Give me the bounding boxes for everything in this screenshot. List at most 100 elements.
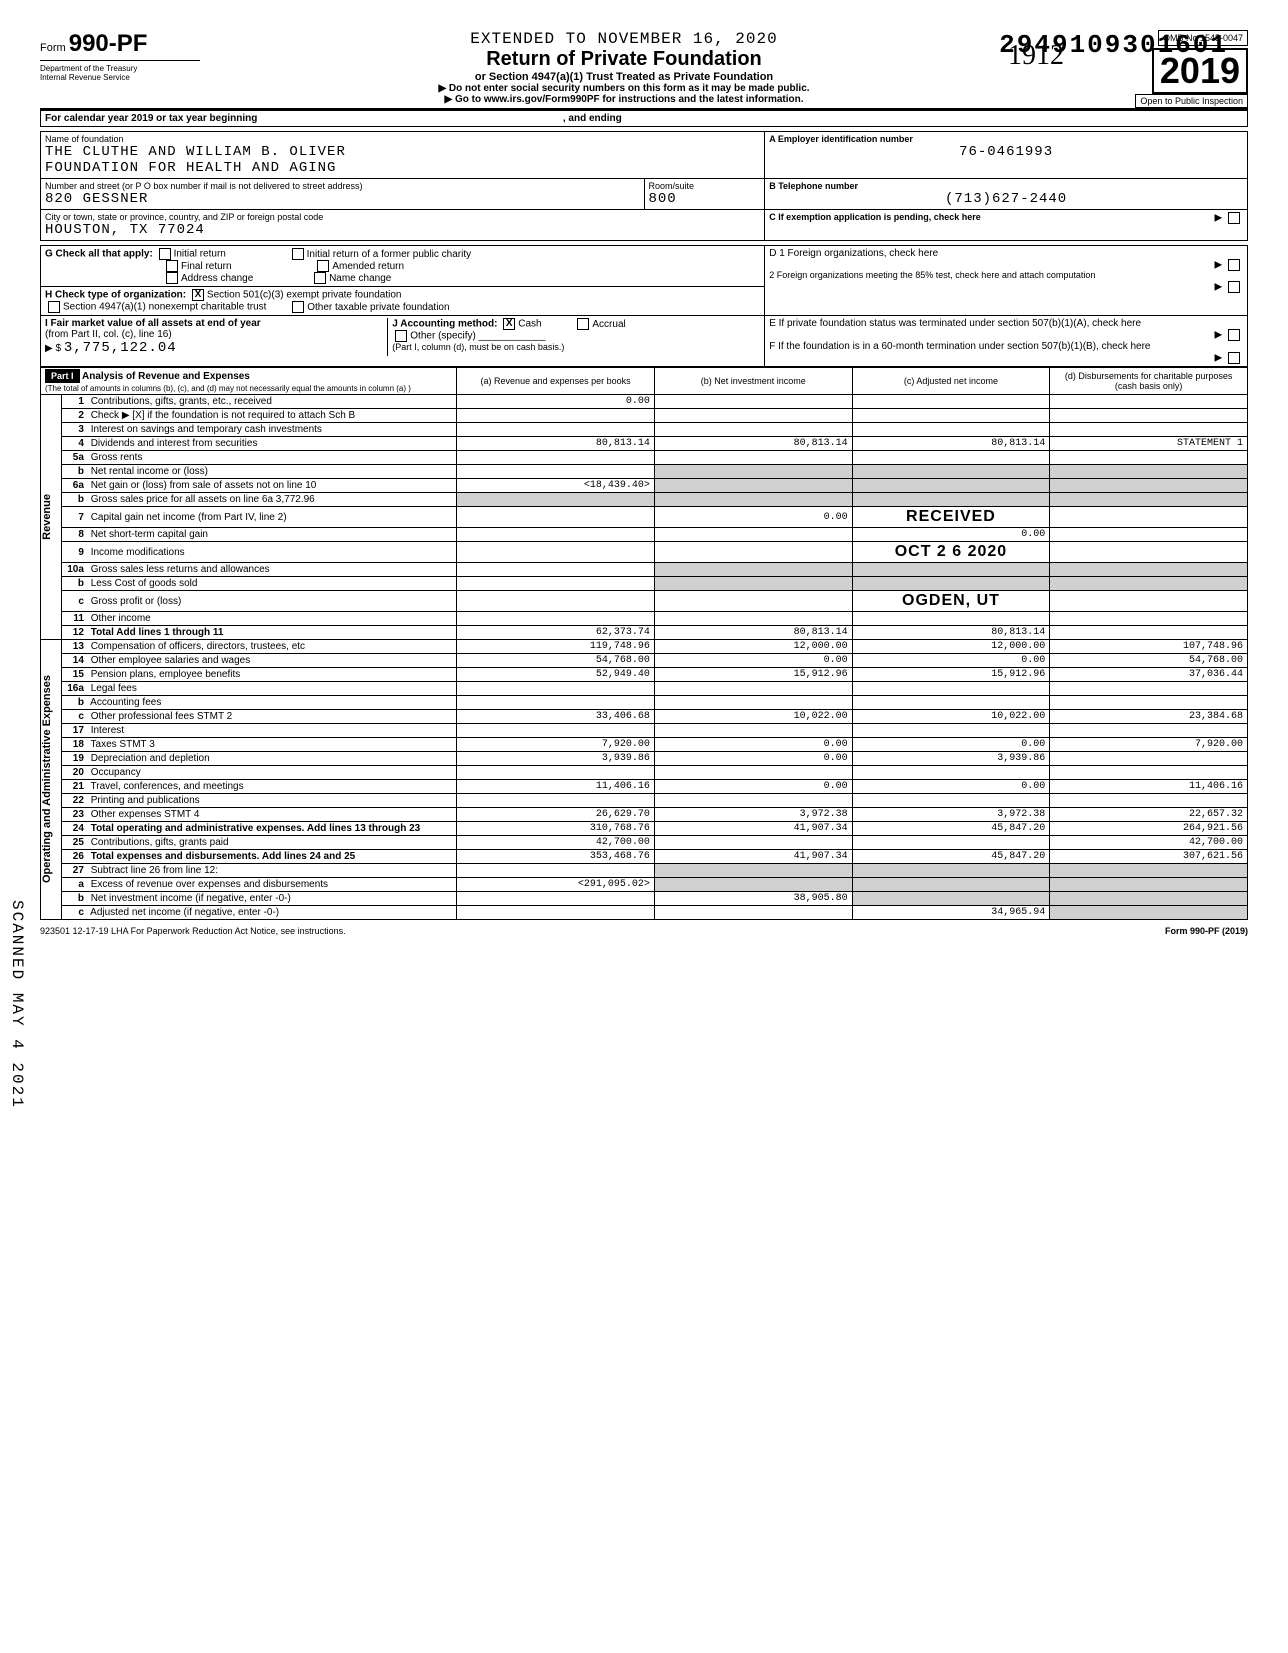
cell-27-d — [1050, 864, 1248, 878]
line-label-20: 20 Occupancy — [61, 766, 456, 780]
addr-change-checkbox[interactable] — [166, 272, 178, 284]
ending-label: , and ending — [563, 113, 622, 124]
form-number: 990-PF — [69, 30, 148, 57]
cell-c-b — [654, 906, 852, 920]
name-change-checkbox[interactable] — [314, 272, 326, 284]
cell-6a-d — [1050, 479, 1248, 493]
cell-11-d — [1050, 612, 1248, 626]
table-row: 17 Interest — [41, 724, 1248, 738]
expenses-section-label: Operating and Administrative Expenses — [41, 675, 53, 883]
part1-table: Part I Analysis of Revenue and Expenses … — [40, 367, 1248, 920]
i-arrow: ▶ $ — [45, 343, 61, 354]
f-checkbox[interactable] — [1228, 352, 1240, 364]
col-d-header: (d) Disbursements for charitable purpose… — [1050, 368, 1248, 395]
footer: 923501 12-17-19 LHA For Paperwork Reduct… — [40, 926, 1248, 936]
cell-1-b — [654, 395, 852, 409]
j-other-label: Other (specify) — [410, 331, 476, 342]
cell-14-b: 0.00 — [654, 654, 852, 668]
d2-checkbox[interactable] — [1228, 281, 1240, 293]
initial-return-checkbox[interactable] — [159, 248, 171, 260]
table-row: 18 Taxes STMT 37,920.000.000.007,920.00 — [41, 738, 1248, 752]
j-other-checkbox[interactable] — [395, 330, 407, 342]
cell-22-c — [852, 794, 1050, 808]
line-label-11: 11 Other income — [61, 612, 456, 626]
line-label-c: c Other professional fees STMT 2 — [61, 710, 456, 724]
j-cash-checkbox[interactable] — [503, 318, 515, 330]
cell-25-b — [654, 836, 852, 850]
cell-11-a — [457, 612, 655, 626]
cell-15-d: 37,036.44 — [1050, 668, 1248, 682]
e-checkbox[interactable] — [1228, 329, 1240, 341]
table-row: 5a Gross rents — [41, 451, 1248, 465]
line-label-3: 3 Interest on savings and temporary cash… — [61, 423, 456, 437]
footer-right: Form 990-PF (2019) — [1165, 926, 1248, 936]
initial-former-checkbox[interactable] — [292, 248, 304, 260]
table-row: 2 Check ▶ [X] if the foundation is not r… — [41, 409, 1248, 423]
room-label: Room/suite — [649, 181, 761, 191]
i-from: (from Part II, col. (c), line 16) — [45, 329, 172, 340]
h-4947-checkbox[interactable] — [48, 301, 60, 313]
i-label: I Fair market value of all assets at end… — [45, 318, 261, 329]
line-label-17: 17 Interest — [61, 724, 456, 738]
table-row: 11 Other income — [41, 612, 1248, 626]
cell-21-a: 11,406.16 — [457, 780, 655, 794]
h-501c3-checkbox[interactable] — [192, 289, 204, 301]
e-label: E If private foundation status was termi… — [769, 318, 1243, 329]
table-row: 7 Capital gain net income (from Part IV,… — [41, 507, 1248, 528]
cell-b-b: 38,905.80 — [654, 892, 852, 906]
cell-24-c: 45,847.20 — [852, 822, 1050, 836]
form-label: Form — [40, 42, 66, 54]
cell-6a-b — [654, 479, 852, 493]
cell-6a-a: <18,439.40> — [457, 479, 655, 493]
scanned-stamp: SCANNED MAY 4 2021 — [8, 900, 26, 1109]
table-row: b Net investment income (if negative, en… — [41, 892, 1248, 906]
col-b-header: (b) Net investment income — [654, 368, 852, 395]
line-label-13: 13 Compensation of officers, directors, … — [61, 640, 456, 654]
line-label-b: b Gross sales price for all assets on li… — [61, 493, 456, 507]
cell-10a-a — [457, 563, 655, 577]
extended-date: EXTENDED TO NOVEMBER 16, 2020 — [200, 30, 1048, 48]
line-label-24: 24 Total operating and administrative ex… — [61, 822, 456, 836]
j-label: J Accounting method: — [392, 319, 497, 330]
h-501c3-label: Section 501(c)(3) exempt private foundat… — [207, 290, 402, 301]
amended-checkbox[interactable] — [317, 260, 329, 272]
cell-2-c — [852, 409, 1050, 423]
telephone-label: B Telephone number — [769, 181, 1243, 191]
cell-17-c — [852, 724, 1050, 738]
foundation-name-2: FOUNDATION FOR HEALTH AND AGING — [45, 160, 760, 176]
cell-b-d — [1050, 696, 1248, 710]
table-row: 19 Depreciation and depletion3,939.860.0… — [41, 752, 1248, 766]
line-label-18: 18 Taxes STMT 3 — [61, 738, 456, 752]
cell-3-a — [457, 423, 655, 437]
cell-26-c: 45,847.20 — [852, 850, 1050, 864]
line-label-9: 9 Income modifications — [61, 542, 456, 563]
line-label-26: 26 Total expenses and disbursements. Add… — [61, 850, 456, 864]
cell-6a-c — [852, 479, 1050, 493]
line-label-6a: 6a Net gain or (loss) from sale of asset… — [61, 479, 456, 493]
cell-15-b: 15,912.96 — [654, 668, 852, 682]
cell-16a-a — [457, 682, 655, 696]
cell-10a-c — [852, 563, 1050, 577]
line-label-b: b Less Cost of goods sold — [61, 577, 456, 591]
table-row: 25 Contributions, gifts, grants paid42,7… — [41, 836, 1248, 850]
cell-20-b — [654, 766, 852, 780]
cell-8-a — [457, 528, 655, 542]
c-checkbox[interactable] — [1228, 212, 1240, 224]
table-row: 21 Travel, conferences, and meetings11,4… — [41, 780, 1248, 794]
table-row: 10a Gross sales less returns and allowan… — [41, 563, 1248, 577]
table-row: a Excess of revenue over expenses and di… — [41, 878, 1248, 892]
line-label-4: 4 Dividends and interest from securities — [61, 437, 456, 451]
j-accrual-checkbox[interactable] — [577, 318, 589, 330]
line-label-2: 2 Check ▶ [X] if the foundation is not r… — [61, 409, 456, 423]
checks-block: G Check all that apply: Initial return I… — [40, 245, 1248, 367]
cell-11-c — [852, 612, 1050, 626]
line-label-15: 15 Pension plans, employee benefits — [61, 668, 456, 682]
cell-23-b: 3,972.38 — [654, 808, 852, 822]
cell-b-d — [1050, 577, 1248, 591]
table-row: 24 Total operating and administrative ex… — [41, 822, 1248, 836]
h-other-checkbox[interactable] — [292, 301, 304, 313]
table-row: c Adjusted net income (if negative, ente… — [41, 906, 1248, 920]
final-return-checkbox[interactable] — [166, 260, 178, 272]
d1-checkbox[interactable] — [1228, 259, 1240, 271]
c-exemption-label: C If exemption application is pending, c… — [769, 212, 981, 222]
